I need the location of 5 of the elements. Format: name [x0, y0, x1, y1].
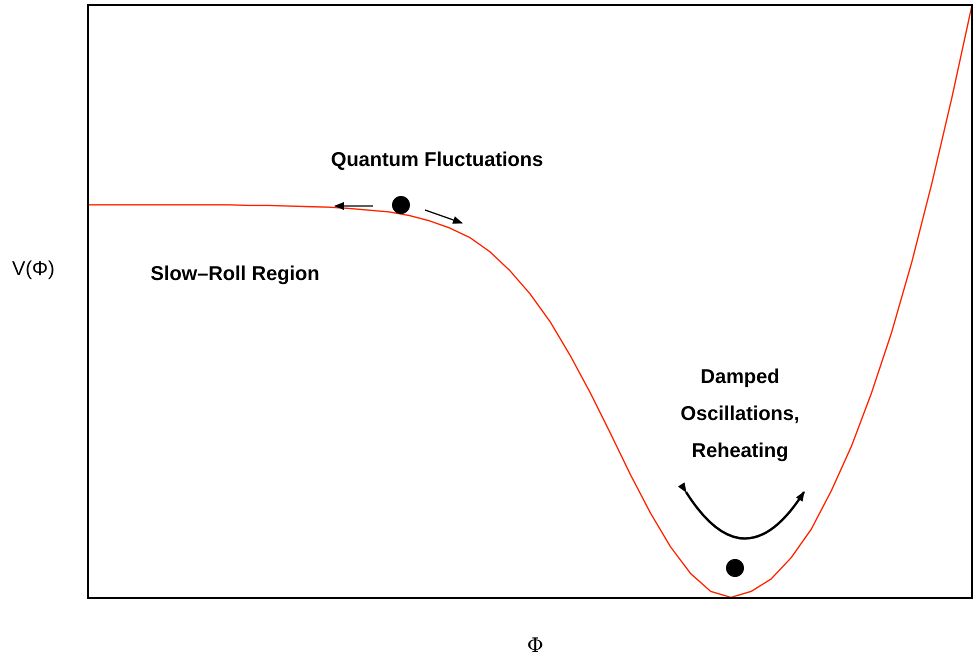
x-axis-title: Φ [527, 633, 544, 657]
annotation: Quantum Fluctuations [330, 148, 544, 173]
annotation: Damped Oscillations, Reheating [680, 365, 800, 464]
annotation: Slow–Roll Region [150, 262, 320, 287]
y-axis-title: V(Φ) [12, 258, 55, 281]
